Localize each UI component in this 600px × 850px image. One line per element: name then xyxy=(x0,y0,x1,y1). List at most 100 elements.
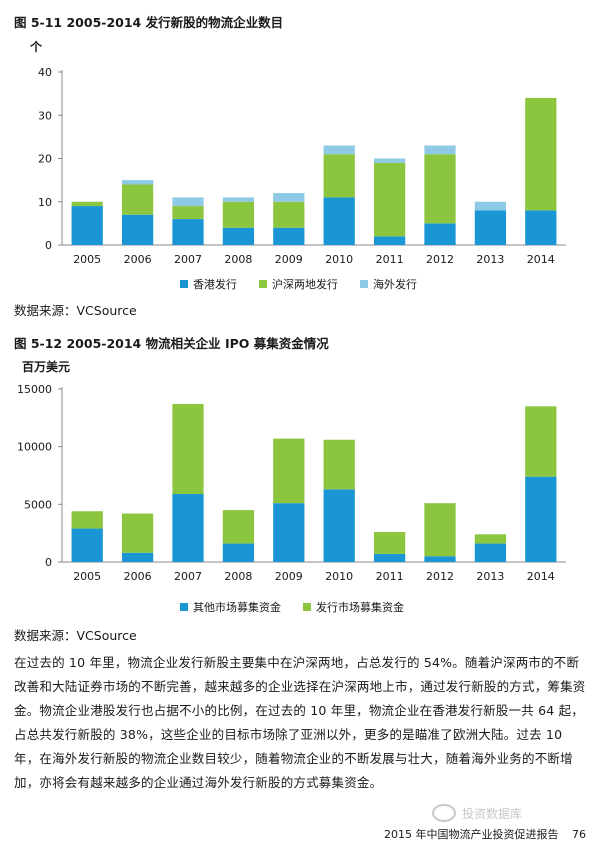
x-tick-label: 2014 xyxy=(527,570,555,583)
x-tick-label: 2006 xyxy=(124,253,152,266)
bar-segment xyxy=(373,532,406,554)
bar-segment xyxy=(273,503,305,562)
figure1-chart: 0 10 20 30 40 2005 2006 2007 2008 2009 2010 2011 201… xyxy=(38,66,566,266)
bar-segment xyxy=(323,145,355,155)
bar-segment xyxy=(474,201,507,211)
bar-segment xyxy=(121,513,154,553)
bar-segment xyxy=(424,223,456,245)
bar-segment xyxy=(222,201,255,228)
x-tick-label: 2005 xyxy=(73,253,101,266)
body-text: 在过去的 10 年里，物流企业发行新股主要集中在沪深两地，占总发行的 54%。随… xyxy=(14,655,586,790)
figure2-chart: 0 5000 10000 15000 2005 2006 2007 2008 2009 2010 2… xyxy=(17,383,566,583)
x-tick-label: 2012 xyxy=(426,253,454,266)
legend-swatch xyxy=(180,603,188,611)
x-tick-label: 2013 xyxy=(476,253,504,266)
legend-item: 沪深两地发行 xyxy=(259,276,338,292)
bar-segment xyxy=(172,197,204,207)
figure2-title: 图 5-12 2005-2014 物流相关企业 IPO 募集资金情况 xyxy=(14,336,329,351)
bar-segment xyxy=(273,227,305,245)
y-tick-label: 10000 xyxy=(17,441,52,454)
x-tick-label: 2008 xyxy=(224,253,252,266)
figure1-source: 数据来源：VCSource xyxy=(14,303,137,318)
figure1-legend: 香港发行 沪深两地发行 海外发行 xyxy=(180,276,417,292)
bar-segment xyxy=(71,206,103,245)
bar-segment xyxy=(71,528,103,562)
figure1-title: 图 5-11 2005-2014 发行新股的物流企业数目 xyxy=(14,15,284,30)
legend-item: 香港发行 xyxy=(180,276,237,292)
x-tick-label: 2009 xyxy=(275,570,303,583)
page-footer: 2015 年中国物流产业投资促进报告 76 xyxy=(384,826,586,842)
page-number: 76 xyxy=(572,828,586,841)
bar-segment xyxy=(121,214,154,245)
bar-segment xyxy=(323,489,355,562)
x-tick-label: 2007 xyxy=(174,253,202,266)
x-tick-label: 2009 xyxy=(275,253,303,266)
footer-title: 2015 年中国物流产业投资促进报告 xyxy=(384,828,559,841)
bar-segment xyxy=(373,162,406,237)
y-tick-label: 20 xyxy=(38,153,52,166)
bar-segment xyxy=(424,503,456,557)
legend-item: 发行市场募集资金 xyxy=(303,599,404,615)
legend-label: 发行市场募集资金 xyxy=(316,601,404,614)
bar-segment xyxy=(121,180,154,185)
legend-label: 其他市场募集资金 xyxy=(193,601,281,614)
bar-segment xyxy=(323,439,355,490)
x-tick-label: 2013 xyxy=(476,570,504,583)
figure1-unit: 个 xyxy=(30,40,43,54)
bar-segment xyxy=(525,406,557,477)
figure2-unit: 百万美元 xyxy=(22,360,71,374)
wechat-icon xyxy=(431,804,456,822)
bar-segment xyxy=(373,553,406,562)
bar-segment xyxy=(172,403,204,494)
legend-item: 其他市场募集资金 xyxy=(180,599,281,615)
bar-segment xyxy=(323,197,355,245)
y-tick-label: 30 xyxy=(38,109,52,122)
bar-segment xyxy=(121,184,154,215)
bar-segment xyxy=(525,210,557,245)
bar-segment xyxy=(222,510,255,544)
x-tick-label: 2012 xyxy=(426,570,454,583)
body-paragraph: 在过去的 10 年里，物流企业发行新股主要集中在沪深两地，占总发行的 54%。随… xyxy=(14,651,590,795)
bar-segment xyxy=(474,543,507,562)
x-tick-label: 2011 xyxy=(376,253,404,266)
bar-segment xyxy=(71,511,103,529)
figure2-source: 数据来源：VCSource xyxy=(14,628,137,643)
legend-swatch xyxy=(360,280,368,288)
legend-swatch xyxy=(259,280,267,288)
legend-swatch xyxy=(303,603,311,611)
bar-segment xyxy=(474,534,507,544)
y-tick-label: 5000 xyxy=(24,498,52,511)
bar-segment xyxy=(424,556,456,562)
bar-segment xyxy=(525,97,557,211)
bar-segment xyxy=(323,154,355,198)
x-tick-label: 2008 xyxy=(224,570,252,583)
x-tick-label: 2011 xyxy=(376,570,404,583)
bar-segment xyxy=(222,543,255,562)
x-tick-label: 2006 xyxy=(124,570,152,583)
legend-label: 沪深两地发行 xyxy=(272,278,338,291)
bar-segment xyxy=(172,493,204,562)
bar-segment xyxy=(222,227,255,245)
bar-segment xyxy=(172,219,204,245)
bar-segment xyxy=(474,210,507,245)
bar-segment xyxy=(424,154,456,224)
bar-segment xyxy=(71,201,103,207)
bar-segment xyxy=(273,201,305,228)
bar-segment xyxy=(424,145,456,155)
y-tick-label: 10 xyxy=(38,196,52,209)
legend-swatch xyxy=(180,280,188,288)
bar-segment xyxy=(121,552,154,562)
bar-segment xyxy=(373,236,406,245)
bar-segment xyxy=(222,197,255,202)
x-tick-label: 2010 xyxy=(325,253,353,266)
watermark-text: 投资数据库 xyxy=(461,806,522,821)
legend-item: 海外发行 xyxy=(360,276,417,292)
bar-segment xyxy=(273,438,305,504)
x-tick-label: 2007 xyxy=(174,570,202,583)
figure2-legend: 其他市场募集资金 发行市场募集资金 xyxy=(180,599,404,615)
y-tick-label: 40 xyxy=(38,66,52,79)
y-tick-label: 0 xyxy=(45,239,52,252)
y-tick-label: 0 xyxy=(45,556,52,569)
legend-label: 香港发行 xyxy=(193,278,237,291)
bar-segment xyxy=(525,476,557,562)
